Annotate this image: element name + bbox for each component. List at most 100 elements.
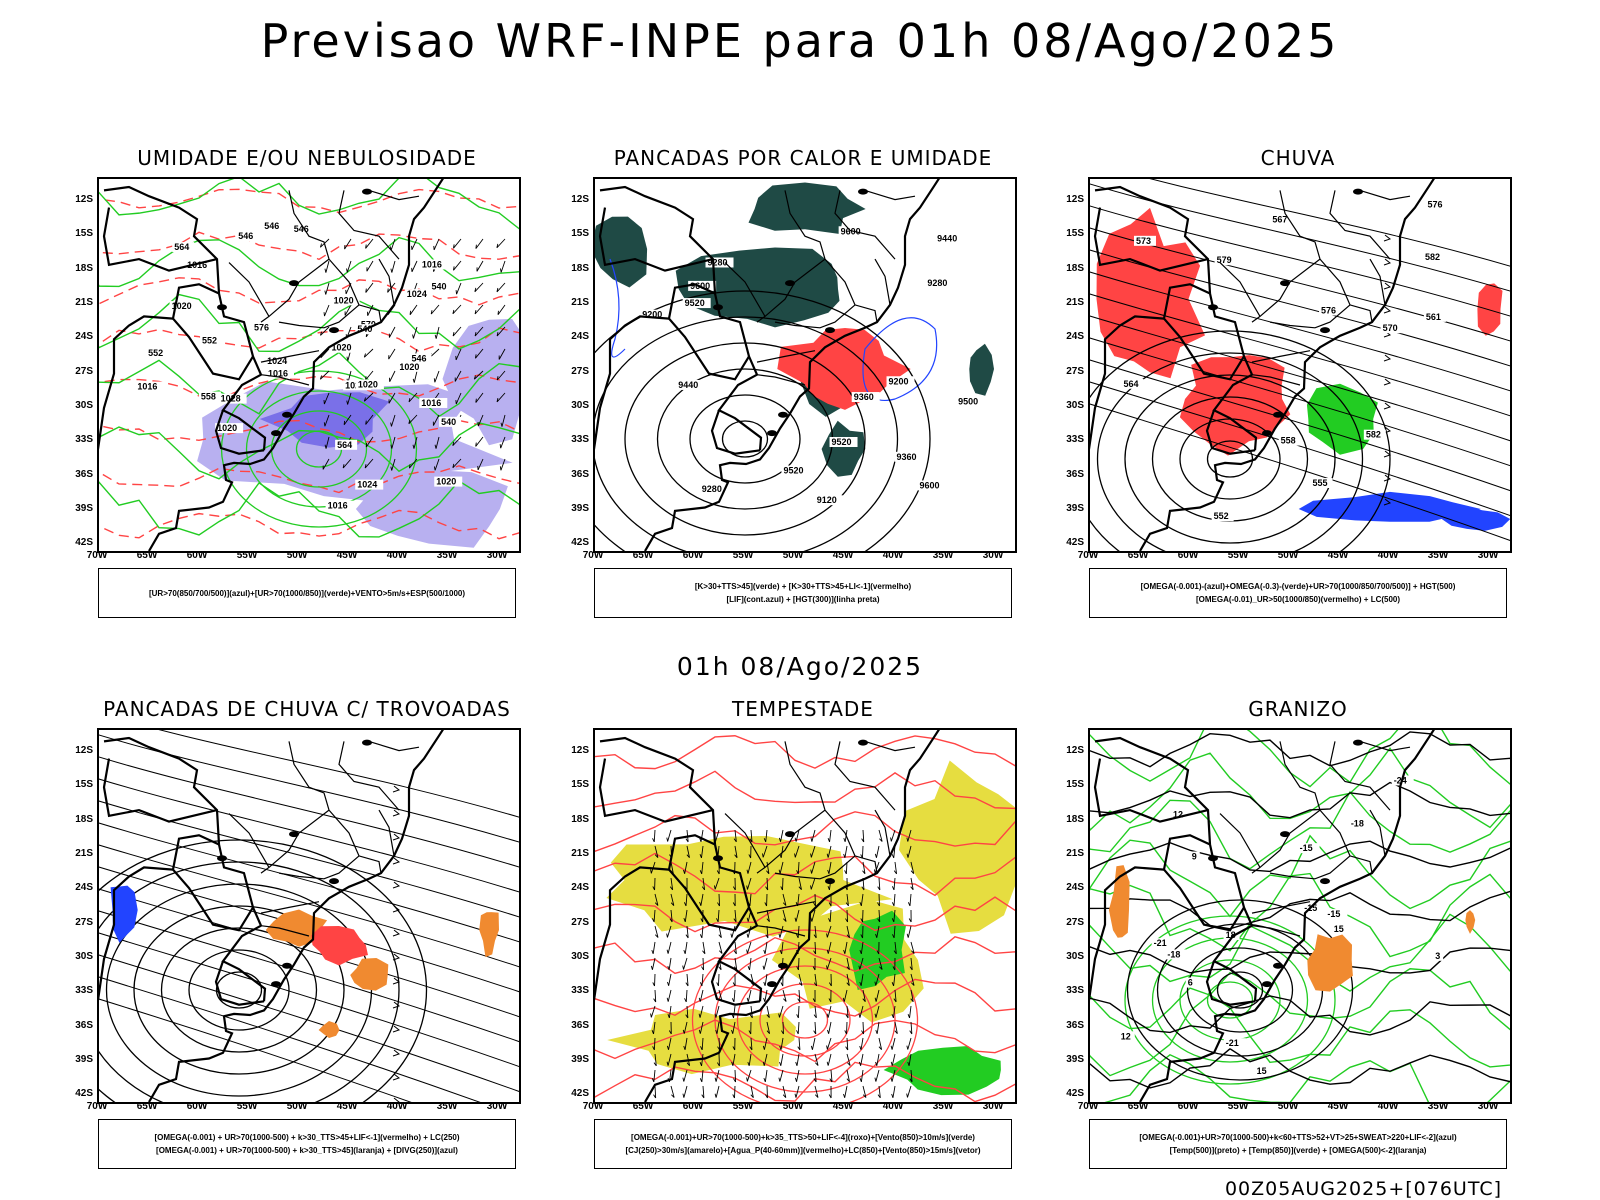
streamline [1090, 403, 1510, 541]
wind-arrow [364, 458, 374, 469]
thunderstorm-moderate-area [318, 1021, 340, 1038]
state-border [228, 262, 270, 317]
coastline [148, 730, 444, 1102]
contour-label: 9520 [685, 298, 705, 308]
legend-line: [K>30+TTS>45](verde) + [K>30+TTS>45+LI<-… [694, 582, 912, 591]
wind-arrow [433, 370, 440, 383]
lat-tick-label: 39S [1066, 1053, 1084, 1065]
instability-area [969, 343, 994, 396]
lat-tick-label: 30S [75, 399, 93, 411]
contour-label-bg [419, 397, 448, 408]
stream-arrow [1383, 474, 1392, 482]
low-level-streamline [691, 929, 919, 1102]
contour-label: 9280 [702, 484, 722, 494]
wind-vector [858, 957, 864, 970]
lake [289, 831, 299, 838]
lat-tick-label: 15S [571, 228, 589, 240]
wind-vector [766, 909, 770, 923]
wind-vector [874, 973, 880, 986]
contour-label: -21 [1154, 938, 1167, 948]
wind-vector [698, 989, 704, 1002]
wind-arrow [433, 238, 440, 251]
wind-arrow [454, 370, 462, 382]
wind-arrow [452, 326, 462, 337]
lon-tick-label: 55W [236, 1101, 258, 1112]
contour-label-bg [1363, 429, 1386, 440]
divergence-area [110, 885, 138, 943]
contour-label: 1024 [267, 356, 287, 366]
lon-tick-label: 40W [1377, 1101, 1399, 1112]
wind-vector [763, 1069, 768, 1083]
map-panel: 1016 1016 1020 1016 1020 1016 1020 1024 1020 1024… [97, 177, 521, 553]
wind-vector [782, 909, 787, 922]
wind-vector [813, 1069, 817, 1083]
wind-vector [654, 893, 659, 906]
streamline [99, 998, 412, 1102]
lon-tick-label: 35W [1427, 1101, 1449, 1112]
thickness-contour [99, 231, 519, 261]
temp-850-contour [1090, 790, 1510, 870]
state-border [1269, 855, 1351, 880]
wind-vector [762, 957, 768, 970]
lat-tick-label: 21S [1066, 847, 1084, 859]
contour-label: 570 [1383, 323, 1398, 333]
lat-tick-label: 36S [1066, 1019, 1084, 1031]
subtitle-time: 01h 08/Ago/2025 [676, 652, 924, 681]
lat-tick-label: 12S [571, 193, 589, 205]
state-border [1251, 350, 1311, 363]
country-border [1090, 866, 1165, 1001]
wind-vector [828, 1085, 832, 1099]
lat-tick-label: 12S [75, 193, 93, 205]
wind-arrow [390, 260, 396, 273]
lon-tick-label: 40W [386, 550, 408, 561]
streamline-ring [133, 905, 345, 1075]
contour-label-bg [335, 439, 358, 450]
wind-vector [862, 989, 866, 1003]
coastline [644, 179, 940, 551]
state-border [338, 741, 400, 811]
wind-arrow [324, 282, 330, 295]
lat-tick-label: 18S [571, 262, 589, 274]
lat-tick-label: 42S [75, 537, 93, 549]
wind-arrow [500, 414, 506, 427]
temp-500-contour [1126, 899, 1354, 1081]
contour-label: -18 [1167, 949, 1180, 959]
wind-vector [891, 877, 896, 891]
lon-tick-label: 35W [436, 550, 458, 561]
wind-vector [859, 973, 864, 987]
coastline [1139, 179, 1435, 551]
wind-vector [908, 909, 912, 923]
lon-tick-label: 50W [1277, 1101, 1299, 1112]
lat-tick-label: 42S [75, 1088, 93, 1100]
lon-tick-label: 40W [882, 1101, 904, 1112]
lat-tick-label: 39S [75, 1053, 93, 1065]
lat-tick-label: 42S [1066, 1088, 1084, 1100]
wind-vector [813, 893, 816, 907]
contour-label-bg [135, 381, 164, 392]
contour-label: 1020 [172, 301, 192, 311]
wind-vector [782, 1085, 787, 1098]
lake [271, 981, 281, 988]
lon-tick-label: 45W [1327, 1101, 1349, 1112]
stream-arrow [392, 929, 401, 937]
streamline [99, 734, 519, 843]
wind-arrow [499, 458, 506, 471]
wind-vector [810, 1037, 816, 1050]
contour-label-bg [894, 451, 923, 462]
wind-vector [716, 973, 720, 987]
wind-vector [812, 957, 816, 971]
wind-vector [747, 1053, 752, 1067]
wind-vector [910, 861, 915, 874]
contour-label-bg [1121, 378, 1144, 389]
state-border [378, 809, 395, 857]
lat-tick-label: 27S [571, 916, 589, 928]
contour-label-bg [1185, 977, 1196, 988]
lake [289, 280, 299, 287]
temp-500-contour [1090, 731, 1510, 768]
lat-tick-label: 12S [1066, 193, 1084, 205]
wind-vector [685, 973, 689, 987]
streamline [99, 976, 481, 1102]
wind-vector [798, 877, 802, 891]
wind-vector [731, 1053, 736, 1066]
country-border [667, 834, 750, 932]
